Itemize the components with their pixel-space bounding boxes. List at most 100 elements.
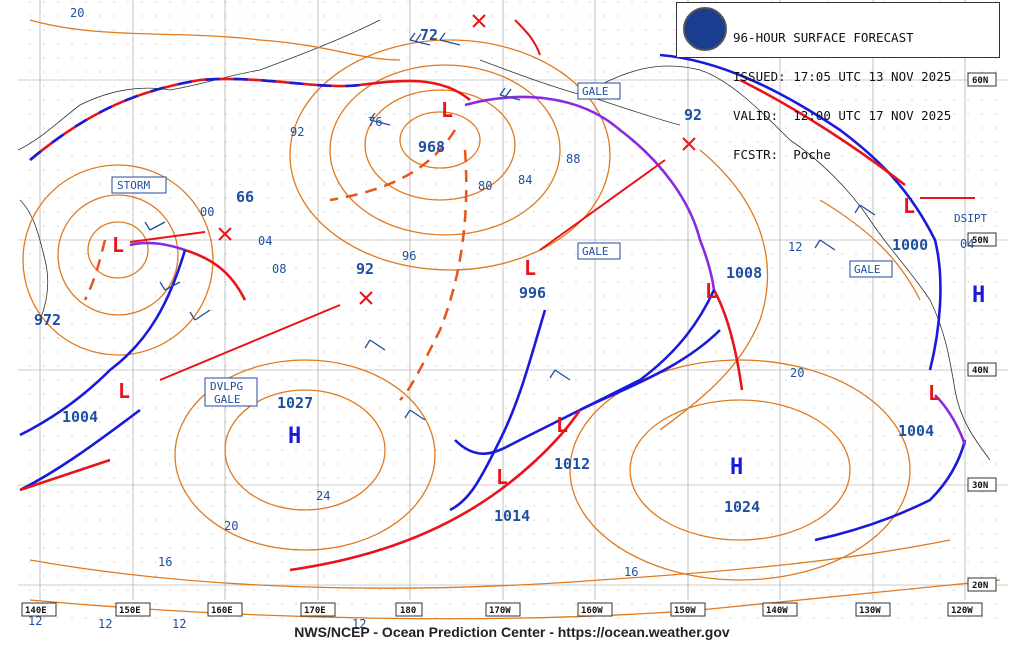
high-symbol: H — [972, 283, 985, 308]
valid-time: 12:00 UTC 17 NOV 2025 — [793, 108, 952, 123]
developing-gale-warning: DVLPG GALE — [210, 380, 243, 406]
warm-front-west — [184, 248, 247, 301]
forecast-header-box: 96-HOUR SURFACE FORECAST ISSUED: 17:05 U… — [676, 2, 1000, 161]
low-pressure-value: 1004 — [898, 422, 934, 440]
isobar-label: 16 — [158, 555, 172, 569]
lon-label: 160E — [211, 606, 233, 616]
gale-warning: GALE — [582, 245, 609, 258]
dot-grid — [18, 0, 1008, 620]
point-value: 92 — [356, 260, 374, 278]
footer-credit[interactable]: NWS/NCEP - Ocean Prediction Center - htt… — [294, 624, 730, 640]
lon-label: 160W — [581, 606, 603, 616]
low-pressure-value: 1014 — [494, 507, 530, 525]
isobar-label: 76 — [368, 115, 382, 129]
forecast-title: 96-HOUR SURFACE FORECAST — [733, 30, 914, 45]
isobar-label: 12 — [98, 617, 112, 631]
lon-label: 140E — [25, 606, 47, 616]
isobar-labels: 20 92 76 80 84 88 00 04 08 96 12 20 24 2… — [28, 6, 974, 631]
occluded-front-west — [129, 241, 186, 252]
troughs — [83, 129, 468, 401]
isobar-label: 96 — [402, 249, 416, 263]
lon-label: 120W — [951, 606, 973, 616]
lon-label: 140W — [766, 606, 788, 616]
isobar-label: 88 — [566, 152, 580, 166]
isobar-label: 12 — [172, 617, 186, 631]
low-symbol: L — [556, 413, 568, 437]
lat-label: 60N — [972, 76, 988, 86]
forecaster-name: Poche — [793, 147, 831, 162]
southeast-occluded — [934, 394, 967, 446]
wind-barbs — [144, 32, 876, 421]
lat-label: 20N — [972, 581, 988, 591]
high-symbol: H — [288, 424, 301, 449]
gale-warning: GALE — [854, 263, 881, 276]
graticule — [18, 0, 1008, 600]
warm-front-south — [289, 409, 582, 572]
low-symbol: L — [903, 194, 915, 218]
isobar-label: 04 — [960, 237, 974, 251]
lon-label: 130W — [859, 606, 881, 616]
isobar-label: 20 — [70, 6, 84, 20]
lat-label: 40N — [972, 366, 988, 376]
southwest-cold-front — [19, 408, 141, 492]
cold-front-south — [579, 329, 721, 412]
low-symbol: L — [441, 98, 453, 122]
coastlines — [17, 19, 991, 461]
low-pressure-value: 996 — [519, 284, 546, 302]
high-symbol: H — [730, 455, 743, 480]
isobar-label: 12 — [788, 240, 802, 254]
isobar-label: 20 — [224, 519, 238, 533]
isobar-label: 00 — [200, 205, 214, 219]
high-pressure-value: 1027 — [277, 394, 313, 412]
low-pressure-value: 1000 — [892, 236, 928, 254]
low-symbol: L — [705, 279, 717, 303]
southwest-warm-front — [19, 458, 111, 492]
cold-front-west — [19, 249, 187, 437]
lat-label: 30N — [972, 481, 988, 491]
dissipating-label: DSIPT — [954, 212, 987, 225]
occluded-front — [464, 95, 716, 291]
storm-warning: STORM — [117, 179, 150, 192]
point-value: 72 — [420, 26, 438, 44]
lat-label: 50N — [972, 236, 988, 246]
low-pressure-value: 1008 — [726, 264, 762, 282]
lon-label: 170W — [489, 606, 511, 616]
isobar-label: 12 — [352, 617, 366, 631]
noaa-logo — [683, 7, 727, 51]
low-symbol: L — [112, 233, 124, 257]
lon-label: 180 — [400, 606, 416, 616]
low-pressure-value: 968 — [418, 138, 445, 156]
low-pressure-value: 1004 — [62, 408, 98, 426]
point-value: 92 — [684, 106, 702, 124]
isobar-label: 92 — [290, 125, 304, 139]
isobar-label: 12 — [28, 614, 42, 628]
low-symbol: L — [118, 379, 130, 403]
coastal-front — [659, 53, 942, 371]
isobar-label: 84 — [518, 173, 532, 187]
forecaster-line: FCSTR: Poche — [733, 147, 831, 162]
high-pressure-value: 1024 — [724, 498, 760, 516]
low-symbol: L — [496, 465, 508, 489]
point-values: 66 92 72 92 — [236, 26, 702, 278]
issued-time: 17:05 UTC 13 NOV 2025 — [793, 69, 952, 84]
valid-line: VALID: 12:00 UTC 17 NOV 2025 — [733, 108, 952, 123]
latitude-labels: 60N 50N 40N 30N 20N — [967, 72, 997, 592]
southeast-cold-front — [814, 439, 967, 542]
isobar-label: 80 — [478, 179, 492, 193]
issued-line: ISSUED: 17:05 UTC 13 NOV 2025 — [733, 69, 952, 84]
lon-label: 170E — [304, 606, 326, 616]
isobar-label: 04 — [258, 234, 272, 248]
isobar-label: 16 — [624, 565, 638, 579]
developing-gale-line: GALE — [214, 393, 241, 406]
isobar-label: 24 — [316, 489, 330, 503]
low-symbol: L — [524, 256, 536, 280]
lon-label: 150W — [674, 606, 696, 616]
low-pressure-value: 1012 — [554, 455, 590, 473]
warm-front — [712, 289, 744, 391]
developing-gale-line: DVLPG — [210, 380, 243, 393]
lon-label: 150E — [119, 606, 141, 616]
isobar-label: 20 — [790, 366, 804, 380]
low-symbol: L — [928, 381, 940, 405]
isobar-label: 08 — [272, 262, 286, 276]
